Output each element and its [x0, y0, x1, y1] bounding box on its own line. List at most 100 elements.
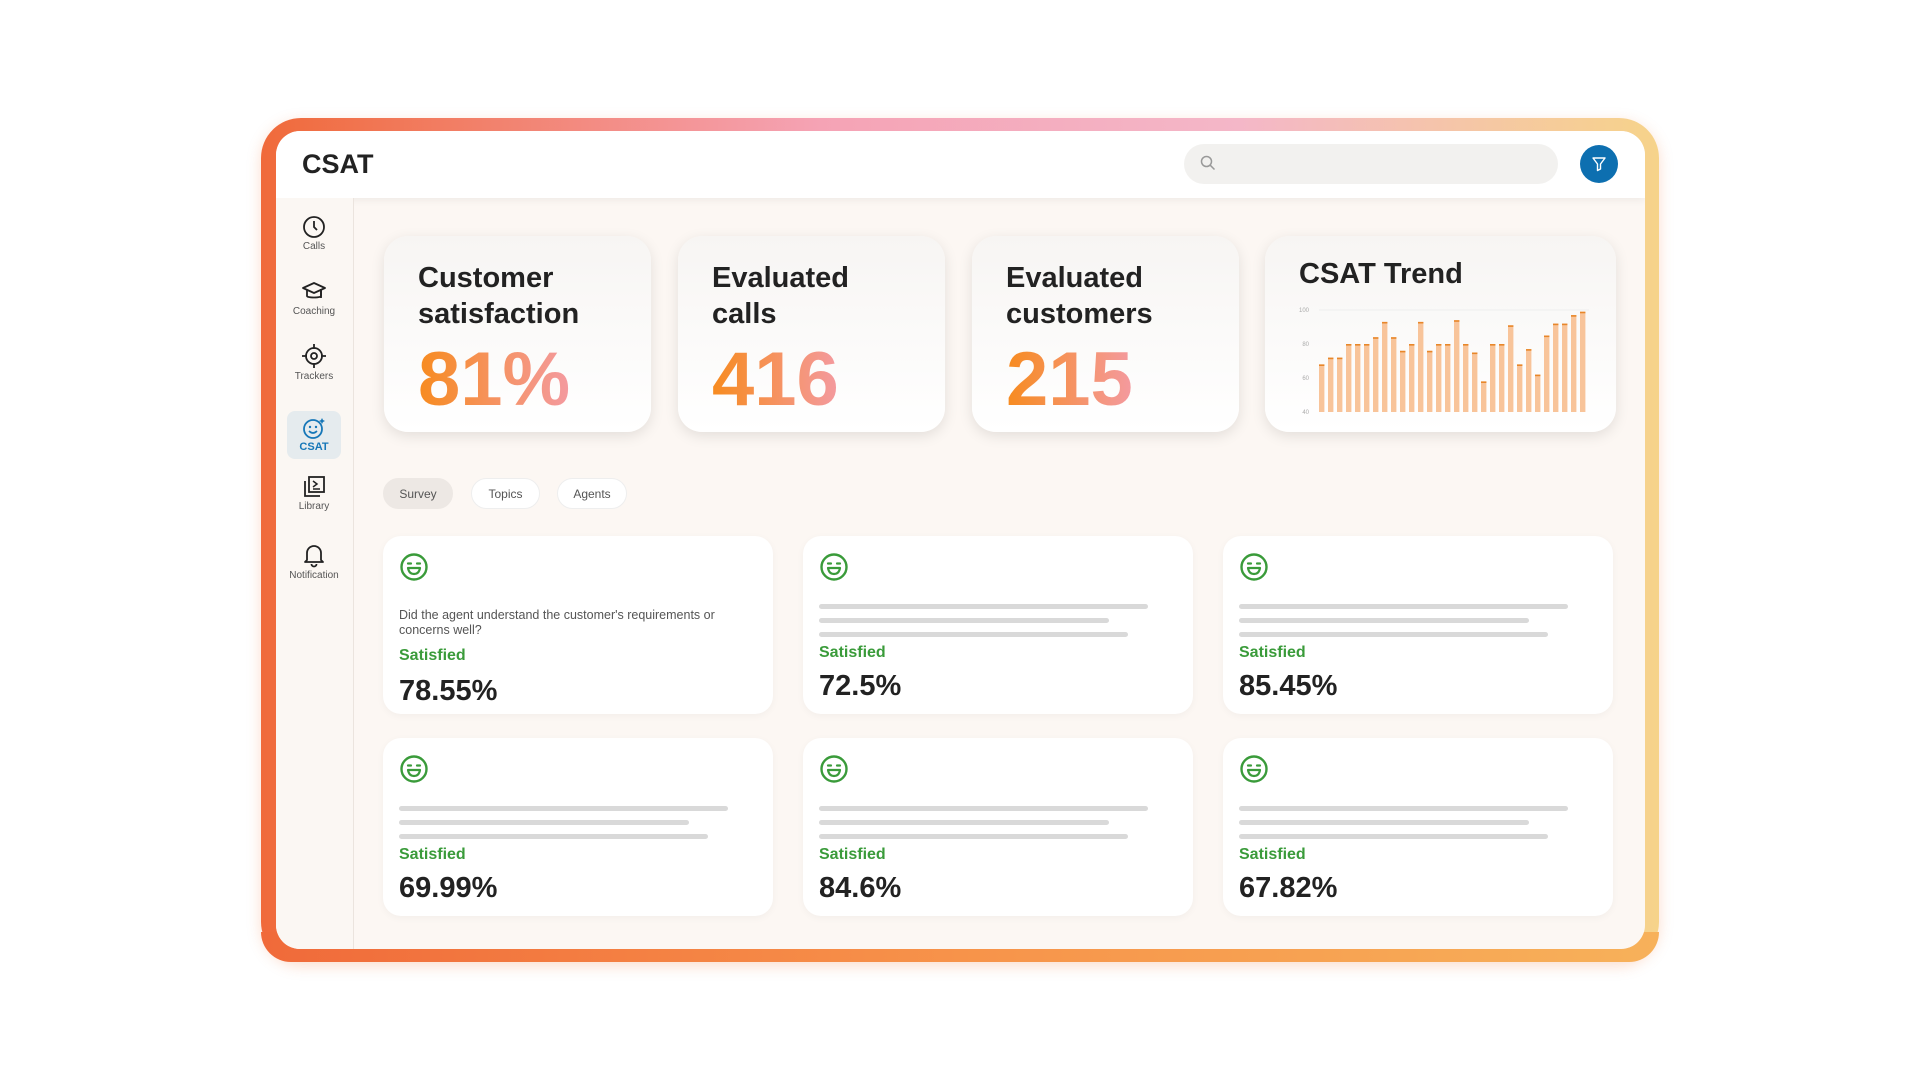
filter-button[interactable] — [1580, 145, 1618, 183]
placeholder-line — [1239, 820, 1529, 825]
placeholder-line — [819, 632, 1128, 637]
bar — [1517, 364, 1523, 412]
bar — [1391, 337, 1397, 412]
graduation-cap-icon — [302, 281, 326, 298]
bar — [1337, 357, 1343, 412]
survey-question-card[interactable]: Satisfied 69.99% — [383, 738, 773, 916]
bar — [1427, 350, 1433, 412]
kpi-card-evaluated-calls: Evaluated calls 416 — [678, 236, 945, 432]
bar-cap — [1337, 357, 1343, 360]
bar-cap — [1382, 321, 1388, 324]
bar — [1400, 350, 1406, 412]
bar — [1382, 321, 1388, 412]
bar — [1571, 315, 1577, 412]
bar — [1319, 364, 1325, 412]
bar-cap — [1445, 344, 1451, 346]
placeholder-line — [819, 604, 1148, 609]
sidebar-item-label: Trackers — [294, 370, 334, 382]
sidebar-item-library[interactable]: Library — [287, 468, 341, 518]
bar-cap — [1544, 335, 1550, 338]
placeholder-line — [819, 834, 1128, 839]
sidebar-item-label: CSAT — [299, 441, 329, 453]
bar-cap — [1355, 344, 1361, 346]
bar — [1355, 344, 1361, 412]
smiley-sparkle-icon — [303, 418, 325, 439]
csat-trend-chart: 40 60 80 100 — [1299, 308, 1589, 416]
sidebar-item-label: Coaching — [292, 305, 336, 317]
sidebar-item-coaching[interactable]: Coaching — [287, 273, 341, 323]
clock-icon — [303, 215, 325, 238]
sidebar-item-trackers[interactable]: Trackers — [287, 337, 341, 387]
question-text: Did the agent understand the customer's … — [399, 608, 715, 637]
kpi-card-evaluated-customers: Evaluated customers 215 — [972, 236, 1239, 432]
survey-question-card[interactable]: Satisfied 67.82% — [1223, 738, 1613, 916]
bar-cap — [1490, 344, 1496, 346]
bar — [1346, 344, 1352, 412]
sidebar-item-calls[interactable]: Calls — [287, 208, 341, 258]
bar-cap — [1508, 325, 1514, 327]
bar — [1580, 311, 1586, 412]
bar-cap — [1472, 352, 1478, 355]
bar-cap — [1553, 323, 1559, 326]
survey-question-card[interactable]: Satisfied 84.6% — [803, 738, 1193, 916]
bar-cap — [1346, 344, 1352, 346]
bar-cap — [1580, 311, 1586, 314]
tab-agents[interactable]: Agents — [557, 478, 627, 509]
bar-cap — [1364, 344, 1370, 346]
bar-cap — [1562, 323, 1568, 326]
placeholder-line — [399, 834, 708, 839]
search-input[interactable] — [1184, 144, 1558, 184]
bar — [1535, 374, 1541, 412]
status-label: Satisfied — [1239, 644, 1306, 661]
tab-survey[interactable]: Survey — [383, 478, 453, 509]
status-label: Satisfied — [1239, 846, 1306, 863]
happy-face-icon — [1240, 553, 1268, 581]
placeholder-line — [819, 618, 1109, 623]
bar-cap — [1373, 337, 1379, 339]
bar-cap — [1481, 381, 1487, 383]
score-value: 84.6% — [819, 872, 902, 904]
kpi-title: Evaluated calls — [712, 262, 849, 330]
bar — [1409, 344, 1415, 412]
sidebar-item-label: Calls — [302, 240, 326, 252]
search-icon — [1200, 155, 1216, 171]
bar — [1544, 335, 1550, 412]
bar-cap — [1319, 364, 1325, 366]
y-tick-label: 60 — [1302, 376, 1309, 382]
bar — [1472, 352, 1478, 412]
placeholder-line — [1239, 618, 1529, 623]
bar — [1526, 349, 1532, 412]
bar-cap — [1463, 344, 1469, 346]
survey-question-card[interactable]: Satisfied 85.45% — [1223, 536, 1613, 714]
bar — [1553, 323, 1559, 412]
score-value: 78.55% — [399, 675, 498, 707]
kpi-value: 416 — [712, 337, 839, 422]
placeholder-line — [399, 820, 689, 825]
filter-icon — [1592, 157, 1606, 172]
bar — [1454, 320, 1460, 412]
survey-question-card[interactable]: Satisfied 72.5% — [803, 536, 1193, 714]
bar-cap — [1427, 350, 1433, 353]
placeholder-line — [1239, 834, 1548, 839]
sidebar-item-label: Library — [298, 500, 330, 512]
tab-topics[interactable]: Topics — [471, 478, 540, 509]
app-panel: CSAT Calls Coaching Trackers CSAT Librar… — [276, 131, 1645, 949]
sidebar-item-notification[interactable]: Notification — [284, 536, 344, 586]
status-label: Satisfied — [399, 647, 466, 664]
happy-face-icon — [1240, 755, 1268, 783]
placeholder-line — [819, 820, 1109, 825]
y-tick-label: 80 — [1302, 342, 1309, 348]
y-tick-label: 100 — [1299, 308, 1310, 314]
bar-cap — [1571, 315, 1577, 317]
bar — [1445, 344, 1451, 412]
survey-question-card[interactable]: Did the agent understand the customer's … — [383, 536, 773, 714]
bar-cap — [1454, 320, 1460, 322]
crosshair-icon — [302, 343, 326, 368]
score-value: 67.82% — [1239, 872, 1338, 904]
sidebar-item-csat[interactable]: CSAT — [287, 411, 341, 459]
status-label: Satisfied — [819, 644, 886, 661]
bar — [1436, 344, 1442, 412]
bar-cap — [1418, 321, 1424, 324]
y-tick-label: 40 — [1302, 410, 1309, 416]
status-label: Satisfied — [399, 846, 466, 863]
